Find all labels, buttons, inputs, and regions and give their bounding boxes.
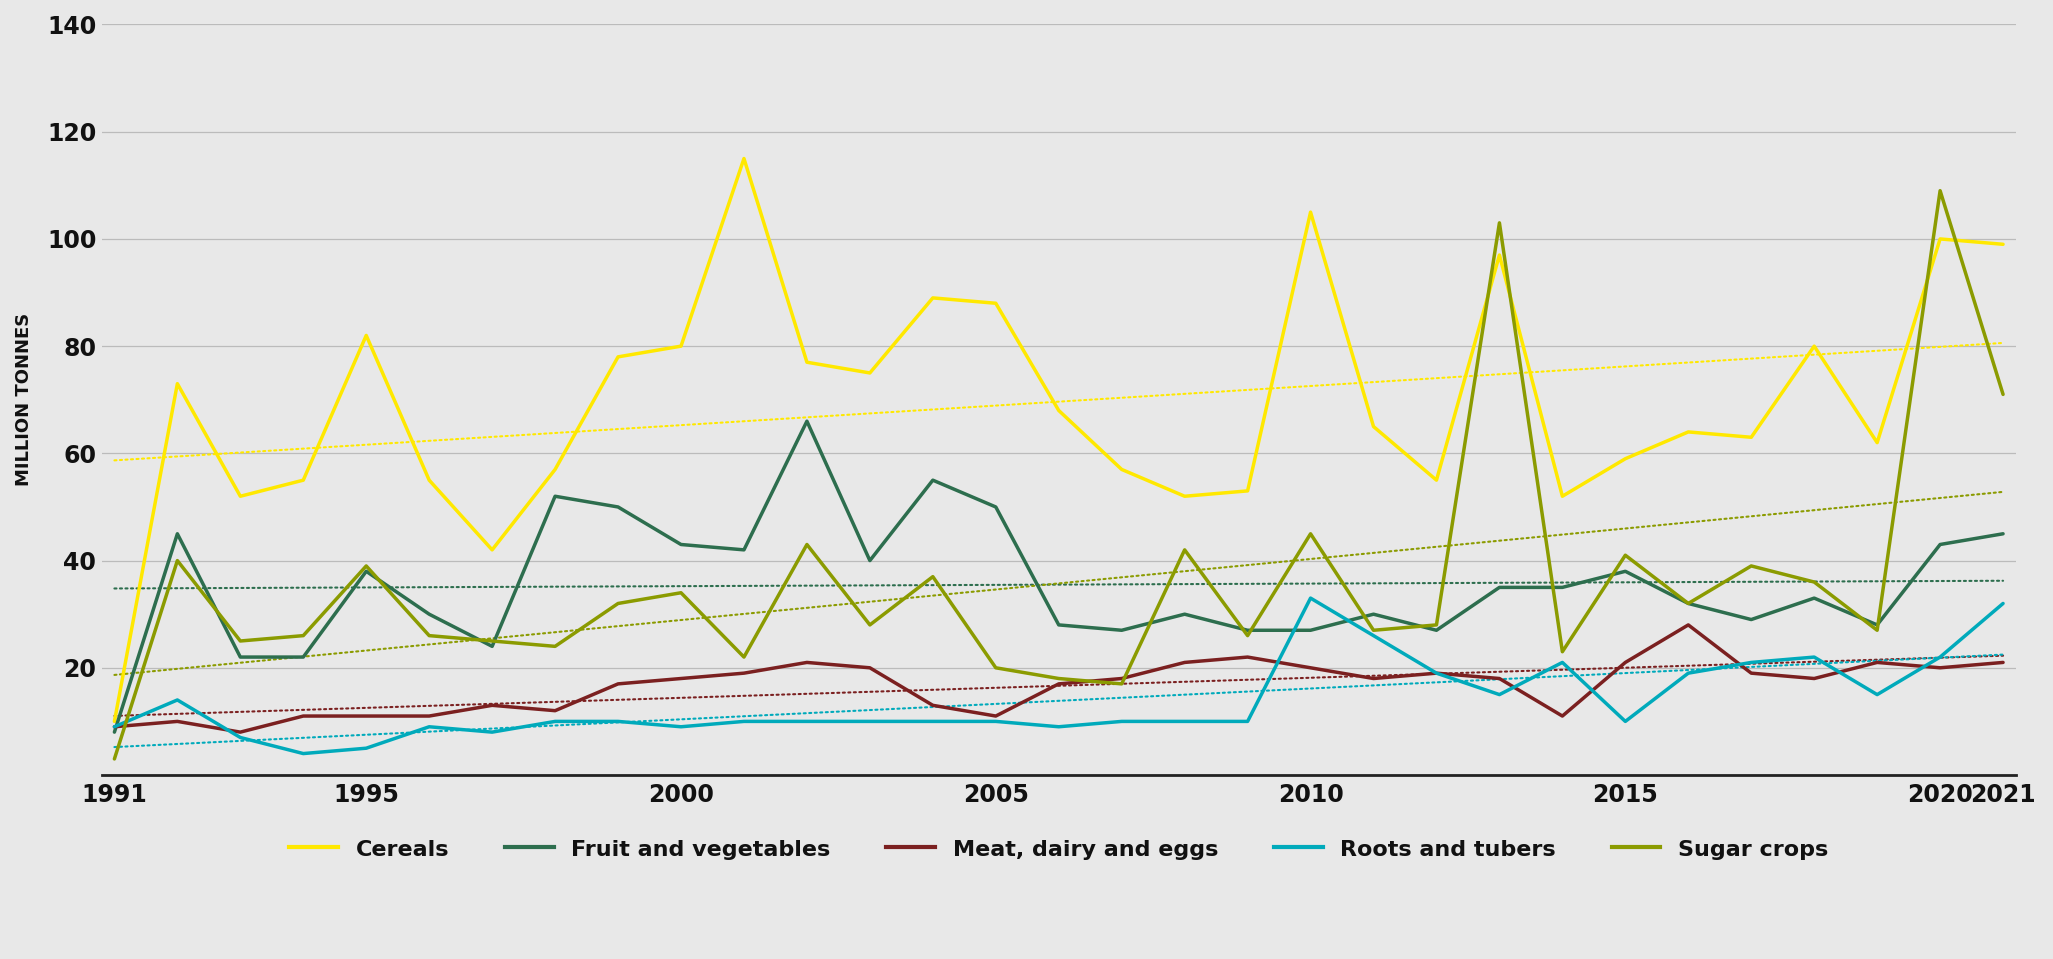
Legend: Cereals, Fruit and vegetables, Meat, dairy and eggs, Roots and tubers, Sugar cro: Cereals, Fruit and vegetables, Meat, dai… bbox=[279, 830, 1837, 869]
Y-axis label: MILLION TONNES: MILLION TONNES bbox=[14, 314, 33, 486]
